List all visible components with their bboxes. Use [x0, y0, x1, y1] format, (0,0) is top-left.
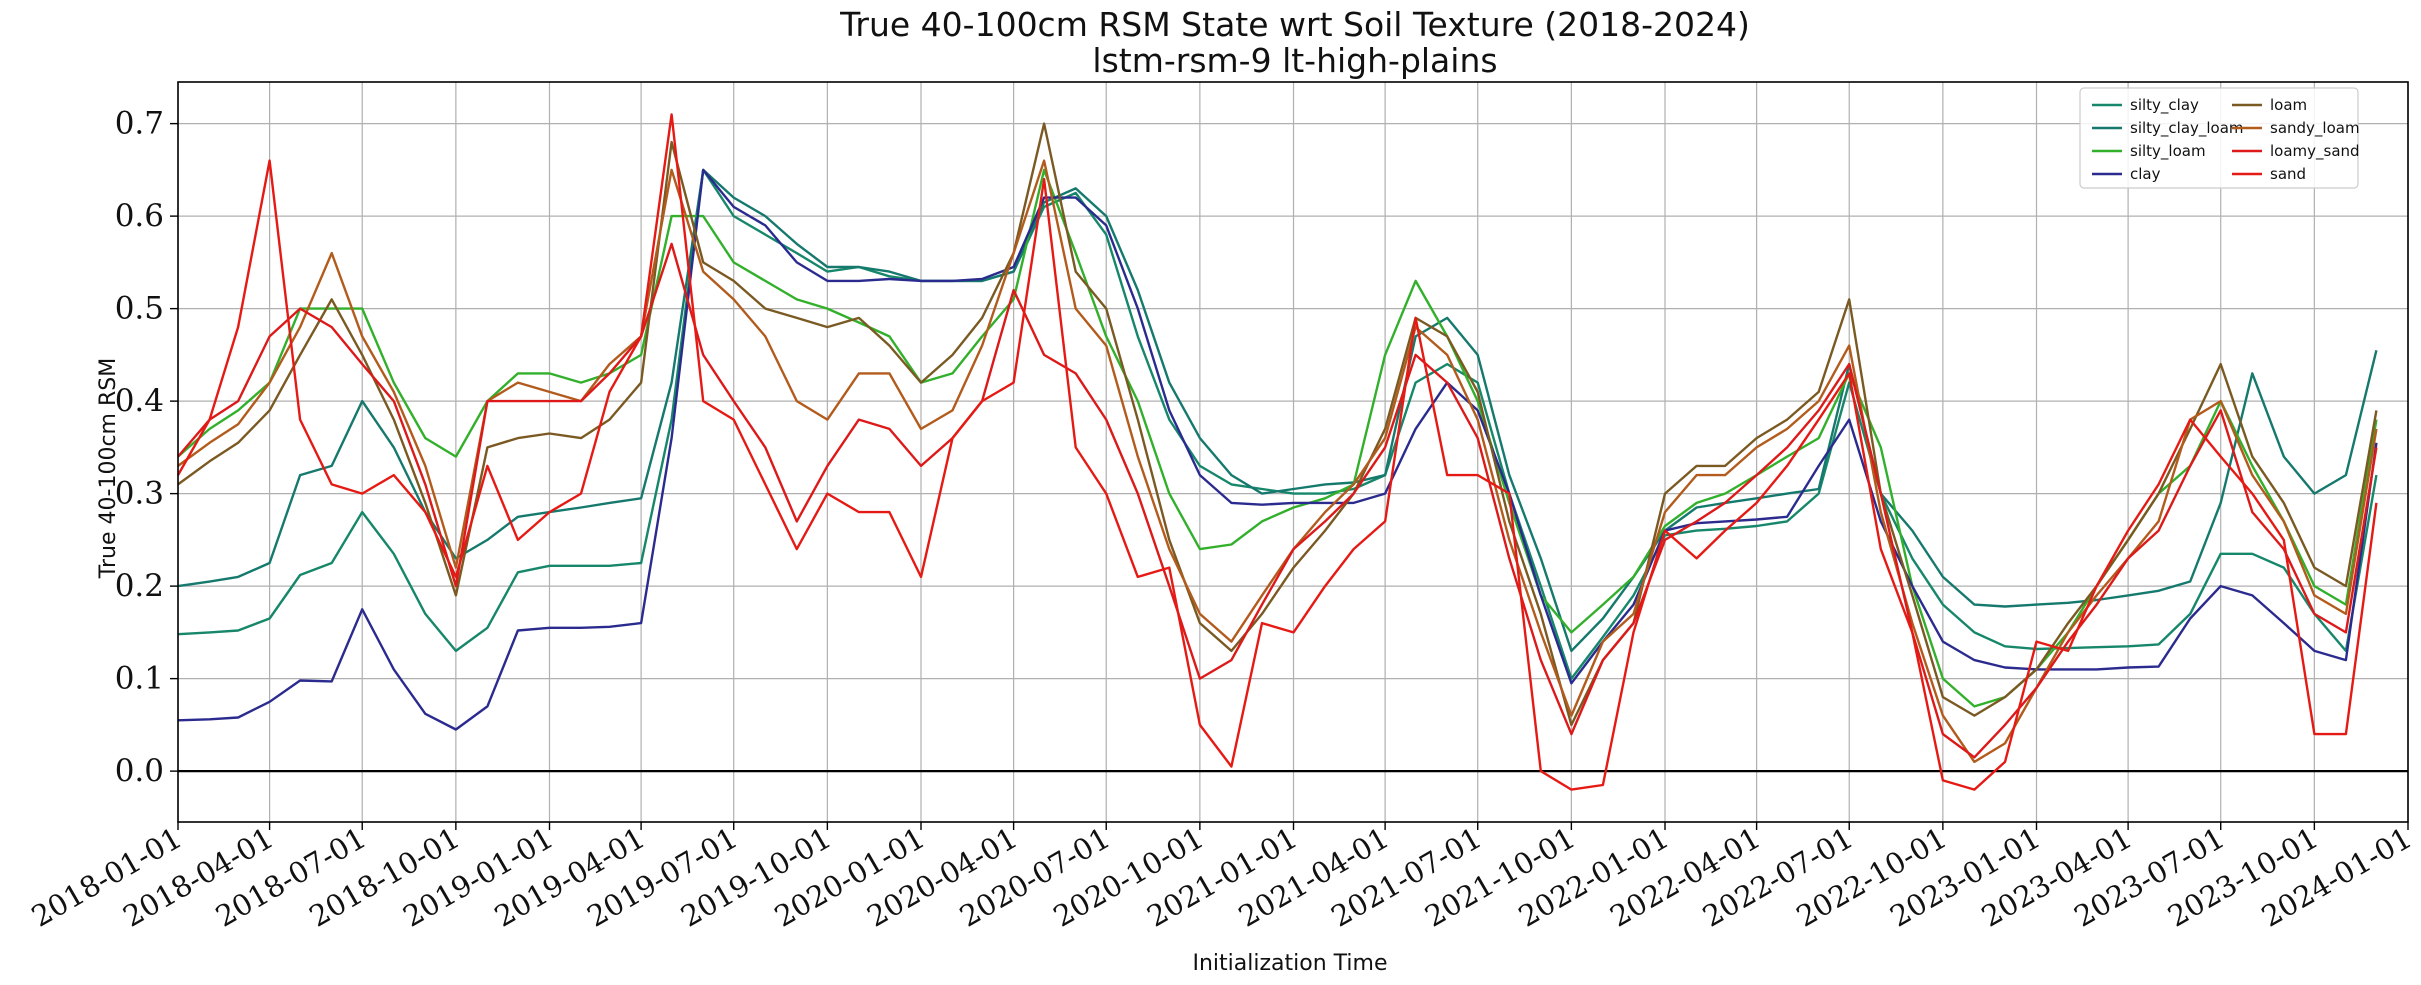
y-tick-label: 0.6 — [115, 198, 164, 234]
legend-entry-silty-clay-loam: silty_clay_loam — [2130, 119, 2244, 138]
series-line-silty-clay — [177, 168, 2378, 680]
y-tick-label: 0.1 — [115, 661, 164, 697]
series-line-loam — [177, 122, 2378, 727]
y-tick-label: 0.7 — [115, 106, 164, 142]
legend-box — [2079, 87, 2359, 189]
y-tick-label: 0.4 — [115, 383, 164, 419]
legend-entry-silty-loam: silty_loam — [2130, 142, 2206, 161]
legend-entry-sand: sand — [2270, 165, 2306, 183]
chart-title: True 40-100cm RSM State wrt Soil Texture… — [839, 5, 1750, 44]
legend-entry-clay: clay — [2130, 165, 2161, 183]
grid — [177, 82, 2409, 822]
legend-entry-silty-clay: silty_clay — [2130, 96, 2199, 115]
series-line-silty-clay-loam — [177, 168, 2378, 653]
y-tick-label: 0.3 — [115, 476, 164, 512]
y-tick-label: 0.2 — [115, 568, 164, 604]
x-axis-label: Initialization Time — [1193, 951, 1388, 976]
y-tick-label: 0.0 — [115, 753, 164, 789]
series-line-silty-loam — [177, 168, 2378, 708]
y-tick-label: 0.5 — [115, 291, 164, 327]
x-ticks: 2018-01-012018-04-012018-07-012018-10-01… — [26, 821, 2418, 934]
chart-subtitle: lstm-rsm-9 lt-high-plains — [1092, 41, 1497, 80]
series-line-sandy-loam — [177, 159, 2378, 764]
series-line-loamy-sand — [177, 242, 2378, 759]
legend-entry-loam: loam — [2270, 96, 2307, 114]
y-ticks: 0.0 0.1 0.2 0.3 0.4 0.5 0.6 0.7 — [115, 106, 178, 789]
y-axis-label: True 40-100cm RSM — [96, 358, 121, 579]
legend-entry-loamy-sand: loamy_sand — [2270, 142, 2360, 161]
series-line-clay — [177, 168, 2378, 731]
series-line-sand — [176, 113, 2378, 791]
legend-entry-sandy-loam: sandy_loam — [2270, 119, 2360, 138]
series-lines — [176, 113, 2378, 791]
